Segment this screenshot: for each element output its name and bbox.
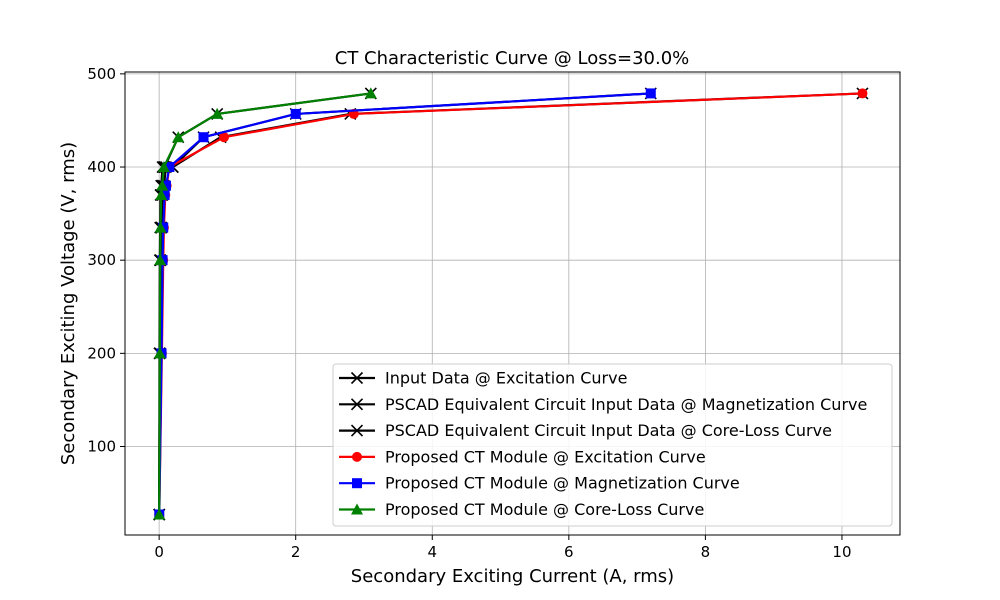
legend-swatch-marker-4 (352, 478, 362, 489)
grid (125, 72, 900, 535)
series-5-point-5 (156, 179, 169, 191)
series-4-point-6 (164, 162, 175, 173)
y-tick-label-4: 500 (87, 65, 116, 83)
x-tick-label-4: 8 (701, 543, 711, 561)
legend-item-0: Input Data @ Excitation Curve (339, 369, 627, 388)
series-5-point-2 (154, 254, 167, 266)
legend-item-3: Proposed CT Module @ Excitation Curve (339, 447, 706, 466)
series-5-point-9 (364, 87, 377, 99)
series-5-point-8 (211, 107, 224, 119)
plot-frame (124, 71, 901, 536)
x-tick-label-3: 6 (564, 543, 574, 561)
legend-label-2: PSCAD Equivalent Circuit Input Data @ Co… (385, 421, 832, 440)
y-tick-label-1: 200 (87, 344, 116, 362)
y-tick-label-3: 400 (87, 158, 116, 176)
legend-label-4: Proposed CT Module @ Magnetization Curve (385, 474, 740, 493)
x-tick-label-0: 0 (154, 543, 164, 561)
legend-swatch-marker-1 (350, 398, 364, 411)
legend-item-5: Proposed CT Module @ Core-Loss Curve (339, 500, 704, 519)
x-tick-label-1: 2 (291, 543, 301, 561)
x-tick-label-5: 10 (832, 543, 851, 561)
x-axis-label: Secondary Exciting Current (A, rms) (351, 566, 674, 587)
y-tick-label-0: 100 (87, 437, 116, 455)
series-5-point-1 (153, 347, 166, 359)
series-5-point-4 (155, 188, 168, 200)
legend-swatch-marker-0 (350, 371, 364, 385)
series-5-point-6 (157, 161, 170, 173)
legend-swatch-marker-5 (351, 503, 363, 515)
legend: Input Data @ Excitation Curve PSCAD Equiv… (332, 363, 893, 527)
series-3-point-7 (219, 132, 230, 143)
series-4-point-7 (198, 132, 209, 143)
series-4-point-9 (645, 88, 656, 99)
legend-swatch-marker-3 (352, 451, 362, 462)
series-4-point-8 (290, 108, 301, 119)
legend-item-1: PSCAD Equivalent Circuit Input Data @ Ma… (339, 395, 867, 414)
y-tick-label-2: 300 (87, 251, 116, 269)
series-layer (153, 87, 869, 521)
series-5-point-3 (154, 221, 167, 233)
chart-title: CT Characteristic Curve @ Loss=30.0% (335, 48, 690, 69)
y-axis-label: Secondary Exciting Voltage (V, rms) (58, 142, 79, 465)
series-5-point-0 (153, 508, 166, 520)
series-4-point-4 (159, 189, 170, 200)
series-4-point-5 (160, 180, 171, 191)
legend-label-3: Proposed CT Module @ Excitation Curve (385, 447, 706, 466)
ticks: 0 2 4 6 8 10 100 200 300 400 500 (87, 65, 851, 561)
legend-item-4: Proposed CT Module @ Magnetization Curve (339, 474, 740, 493)
legend-item-2: PSCAD Equivalent Circuit Input Data @ Co… (339, 421, 832, 440)
legend-label-1: PSCAD Equivalent Circuit Input Data @ Ma… (385, 395, 867, 414)
series-3-point-9 (857, 88, 868, 99)
x-tick-label-2: 4 (427, 543, 437, 561)
legend-label-0: Input Data @ Excitation Curve (385, 369, 627, 388)
series-5-point-7 (172, 131, 185, 143)
series-5 (153, 87, 377, 520)
legend-swatch-marker-2 (350, 424, 364, 437)
legend-box (332, 363, 893, 527)
legend-label-5: Proposed CT Module @ Core-Loss Curve (385, 500, 704, 519)
